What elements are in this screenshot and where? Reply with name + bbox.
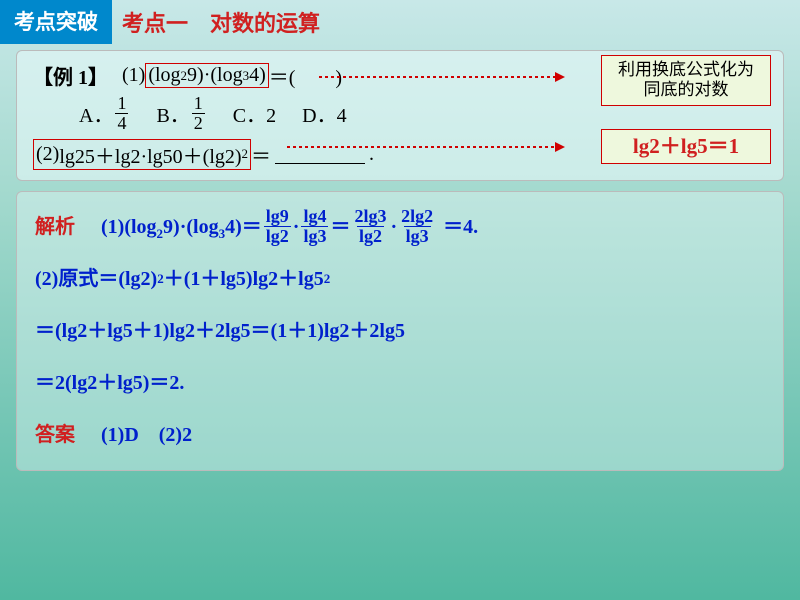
option-B-label: B． xyxy=(156,99,189,128)
solution-line-3: ＝(lg2＋lg5＋1)lg2＋2lg5＝(1＋1)lg2＋2lg5 xyxy=(35,310,765,352)
option-D: D．4 xyxy=(302,99,346,128)
option-A-frac: 1 4 xyxy=(115,94,128,133)
arrow-1 xyxy=(319,76,563,78)
p1-highlight-box: (log29)·(log34) xyxy=(145,63,268,88)
p1-prefix: (1) xyxy=(122,64,145,87)
answer-text: (1)D (2)2 xyxy=(101,414,192,456)
section-tab: 考点突破 xyxy=(0,0,112,44)
note-lg-identity: lg2＋lg5＝1 xyxy=(601,129,771,164)
option-B-frac: 1 2 xyxy=(192,94,205,133)
answer-line: 答案 (1)D (2)2 xyxy=(35,414,765,456)
s1-frac4: 2lg2lg3 xyxy=(399,207,435,246)
option-C: C．2 xyxy=(233,99,276,128)
problem-panel: 【例 1】 (1) (log29)·(log34) ＝( ) A． 1 4 B．… xyxy=(16,50,784,181)
s1-frac3: 2lg3lg2 xyxy=(352,207,388,246)
arrow-2 xyxy=(287,146,563,148)
solution-line-2: (2)原式＝(lg2)2＋(1＋lg5)lg2＋lg52 xyxy=(35,258,765,300)
p2-equals: ＝ xyxy=(251,140,271,169)
solution-line-4: ＝2(lg2＋lg5)＝2. xyxy=(35,362,765,404)
s1-frac1: lg9lg2 xyxy=(264,207,291,246)
s1-frac2: lg4lg3 xyxy=(301,207,328,246)
answer-label: 答案 xyxy=(35,414,75,456)
note-change-base: 利用换底公式化为 同底的对数 xyxy=(601,55,771,106)
s1-text: (1)(log29)·(log34)＝ xyxy=(101,206,262,248)
breadcrumb: 考点一 对数的运算 xyxy=(112,0,330,44)
header: 考点突破 考点一 对数的运算 xyxy=(0,0,800,44)
solution-panel: 解析 (1)(log29)·(log34)＝ lg9lg2 · lg4lg3 ＝… xyxy=(16,191,784,471)
solution-line-1: 解析 (1)(log29)·(log34)＝ lg9lg2 · lg4lg3 ＝… xyxy=(35,206,765,248)
solution-label: 解析 xyxy=(35,206,75,248)
p2-highlight-box: (2) lg25＋lg2·lg50＋(lg2)2 xyxy=(33,139,251,170)
example-label: 【例 1】 xyxy=(33,61,108,90)
option-A-label: A． xyxy=(79,99,113,128)
